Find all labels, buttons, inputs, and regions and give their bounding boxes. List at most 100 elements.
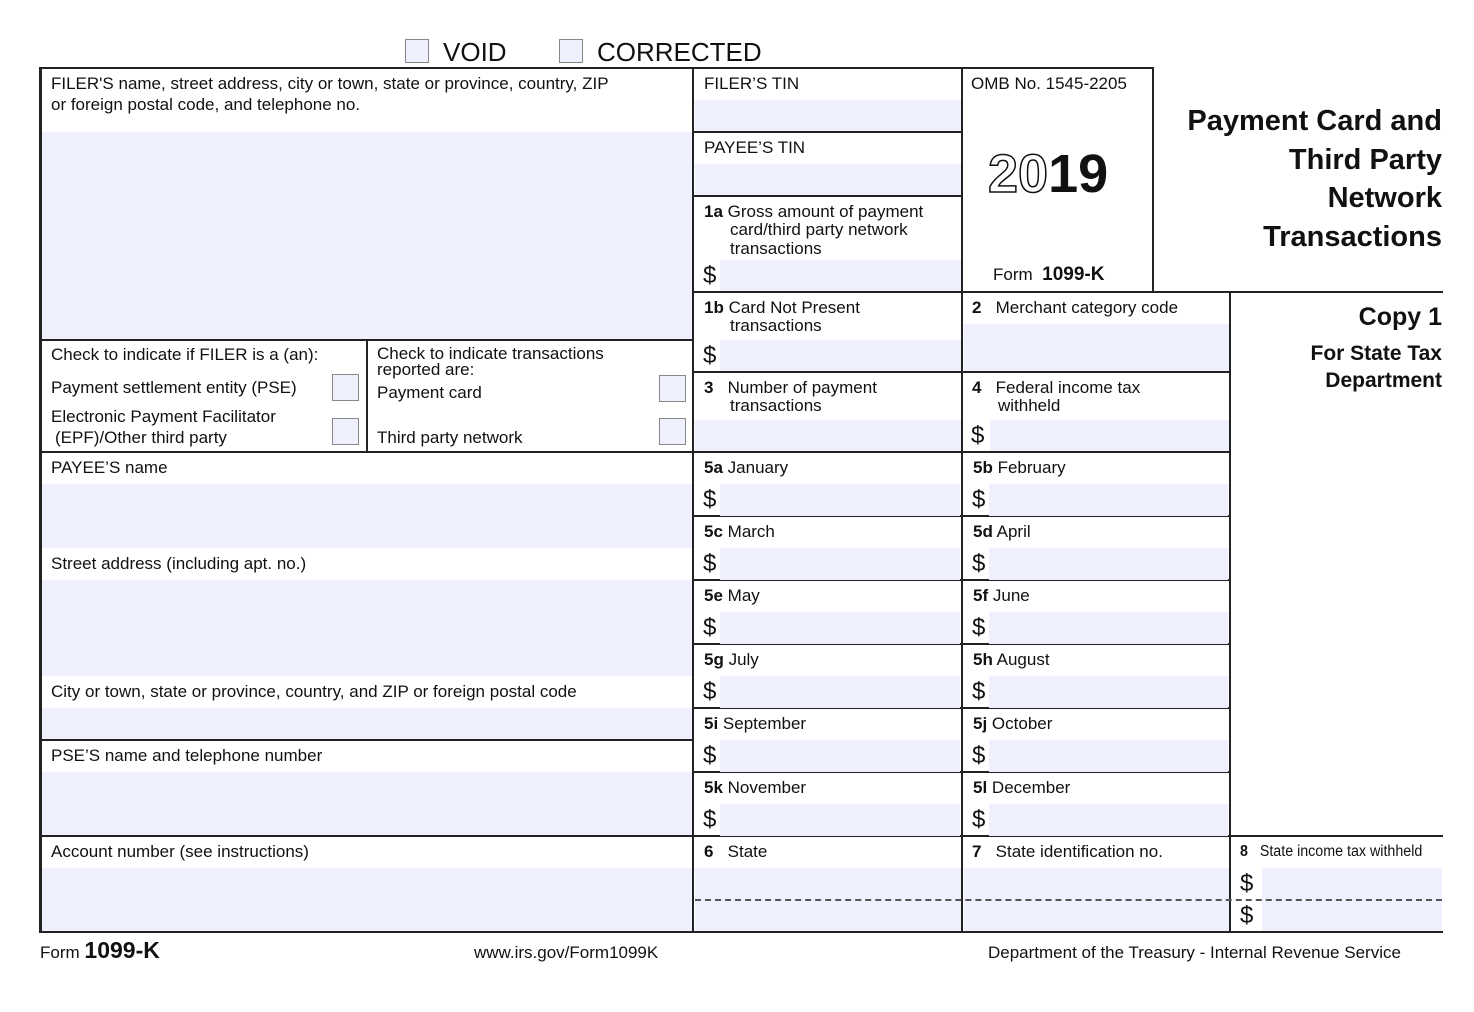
copy-title: Copy 1 bbox=[1358, 303, 1442, 331]
month-label: 5d April bbox=[973, 523, 1031, 541]
box-number: 5h bbox=[973, 650, 993, 669]
box-number: 7 bbox=[972, 842, 982, 861]
box-number: 5d bbox=[973, 522, 993, 541]
form-id: Form 1099-K bbox=[993, 264, 1105, 285]
pse-checkbox[interactable] bbox=[332, 374, 359, 401]
epf-label-2: (EPF)/Other third party bbox=[55, 428, 227, 447]
box1a-field[interactable] bbox=[720, 260, 962, 292]
label-line: Federal income tax bbox=[995, 378, 1141, 397]
divider bbox=[39, 67, 42, 933]
payee-name-field[interactable] bbox=[42, 484, 693, 548]
title-line: Payment Card and bbox=[1187, 105, 1442, 137]
account-field[interactable] bbox=[42, 868, 693, 932]
dollar-sign: $ bbox=[703, 550, 717, 577]
divider bbox=[366, 340, 368, 452]
month-amount-field[interactable] bbox=[720, 740, 960, 772]
divider bbox=[961, 67, 963, 933]
divider bbox=[693, 195, 962, 197]
pse-name-field[interactable] bbox=[42, 772, 693, 836]
month-amount-field[interactable] bbox=[720, 676, 960, 708]
month-amount-field[interactable] bbox=[989, 740, 1228, 772]
form-name: 1099-K bbox=[1042, 264, 1105, 285]
divider bbox=[693, 771, 1230, 773]
dollar-sign: $ bbox=[703, 742, 717, 769]
city-label: City or town, state or province, country… bbox=[51, 682, 577, 701]
omb-number: OMB No. 1545-2205 bbox=[971, 74, 1127, 93]
label-line: August bbox=[996, 650, 1050, 669]
box4-label-2: withheld bbox=[998, 396, 1061, 415]
box1b-label: 1b Card Not Present bbox=[704, 299, 860, 317]
title-line: Transactions bbox=[1263, 220, 1442, 253]
dollar-sign: $ bbox=[972, 806, 986, 833]
filer-name-field[interactable] bbox=[42, 132, 693, 340]
filer-tin-field[interactable] bbox=[695, 100, 962, 132]
label-line: May bbox=[727, 586, 760, 605]
label-line: Merchant category code bbox=[995, 298, 1179, 317]
payee-tin-label: PAYEE’S TIN bbox=[704, 138, 806, 157]
box-number: 1a bbox=[704, 202, 723, 221]
month-label: 5i September bbox=[704, 715, 806, 733]
dollar-sign: $ bbox=[972, 486, 986, 513]
box-number: 8 bbox=[1240, 843, 1248, 860]
dollar-sign: $ bbox=[972, 742, 986, 769]
street-field[interactable] bbox=[42, 580, 693, 676]
void-checkbox[interactable] bbox=[405, 39, 429, 63]
month-amount-field[interactable] bbox=[720, 548, 960, 580]
label-line: April bbox=[996, 522, 1031, 541]
label-line: February bbox=[997, 458, 1066, 477]
epf-checkbox[interactable] bbox=[332, 418, 359, 445]
month-amount-field[interactable] bbox=[720, 612, 960, 644]
month-amount-field[interactable] bbox=[720, 804, 960, 836]
dollar-sign: $ bbox=[703, 262, 717, 289]
corrected-checkbox[interactable] bbox=[559, 39, 583, 63]
divider bbox=[1152, 67, 1154, 293]
month-label: 5f June bbox=[973, 587, 1030, 605]
box1b-field[interactable] bbox=[720, 340, 962, 372]
divider bbox=[693, 291, 1443, 293]
label-line: December bbox=[991, 778, 1071, 797]
payee-tin-field[interactable] bbox=[695, 164, 962, 196]
label-line: September bbox=[722, 714, 807, 733]
month-amount-field[interactable] bbox=[989, 612, 1228, 644]
trans-check-title-1: Check to indicate transactions bbox=[377, 344, 604, 363]
label-line: State identification no. bbox=[995, 842, 1163, 861]
month-amount-field[interactable] bbox=[989, 676, 1228, 708]
payment-card-label: Payment card bbox=[377, 383, 482, 402]
box-number: 5j bbox=[973, 714, 988, 733]
dollar-sign: $ bbox=[703, 678, 717, 705]
month-amount-field[interactable] bbox=[720, 484, 960, 516]
title-line: Network bbox=[1327, 182, 1442, 214]
box3-field[interactable] bbox=[695, 420, 962, 452]
irs-url-link[interactable]: www.irs.gov/Form1099K bbox=[474, 943, 659, 962]
month-label: 5g July bbox=[704, 651, 759, 669]
month-label: 5k November bbox=[704, 779, 806, 797]
payee-name-label: PAYEE’S name bbox=[51, 458, 168, 477]
box-number: 5l bbox=[973, 778, 988, 797]
box-number: 5f bbox=[973, 586, 989, 605]
box2-field[interactable] bbox=[964, 324, 1230, 372]
month-amount-field[interactable] bbox=[989, 804, 1228, 836]
third-party-network-checkbox[interactable] bbox=[659, 418, 686, 445]
tax-year: 2019 bbox=[987, 144, 1108, 204]
form-title: Payment Card and Third Party Network Tra… bbox=[1187, 102, 1442, 256]
tax-year-outline: 20 bbox=[987, 144, 1049, 204]
dollar-sign: $ bbox=[1240, 902, 1254, 929]
dollar-sign: $ bbox=[703, 614, 717, 641]
box-number: 5k bbox=[704, 778, 723, 797]
label-line: January bbox=[727, 458, 789, 477]
month-label: 5h August bbox=[973, 651, 1050, 669]
divider bbox=[693, 643, 1230, 645]
payment-card-checkbox[interactable] bbox=[659, 375, 686, 402]
dollar-sign: $ bbox=[703, 486, 717, 513]
label-line: Gross amount of payment bbox=[727, 202, 924, 221]
label-line: State income tax withheld bbox=[1259, 843, 1423, 860]
filer-label-2: or foreign postal code, and telephone no… bbox=[51, 95, 361, 114]
divider bbox=[692, 67, 694, 933]
city-field[interactable] bbox=[42, 708, 693, 740]
box4-field[interactable] bbox=[990, 420, 1230, 452]
month-label: 5c March bbox=[704, 523, 775, 541]
box-number: 3 bbox=[704, 378, 714, 397]
divider bbox=[693, 131, 962, 133]
month-amount-field[interactable] bbox=[989, 548, 1228, 580]
month-amount-field[interactable] bbox=[989, 484, 1228, 516]
